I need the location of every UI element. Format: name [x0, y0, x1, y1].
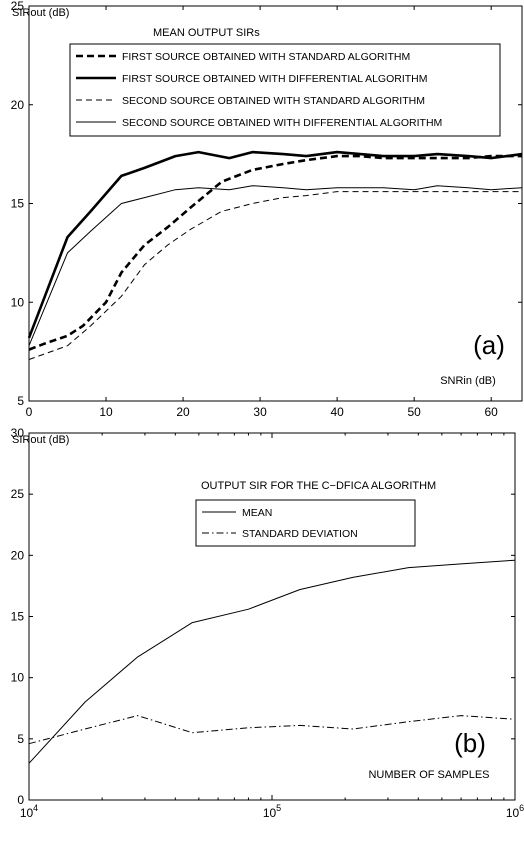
panel-a-legend-entry: SECOND SOURCE OBTAINED WITH DIFFERENTIAL…: [122, 117, 442, 129]
panel-a-ytick-label: 10: [11, 295, 25, 309]
panel-b-xtick-label: 104: [20, 803, 38, 820]
panel-b-ytick-label: 15: [11, 610, 25, 624]
panel-b-ytick-label: 25: [11, 487, 25, 501]
panel-a-legend-box: [69, 43, 501, 137]
panel-b-legend-entry: STANDARD DEVIATION: [242, 528, 358, 540]
panel-b-series-1-line: [28, 559, 516, 764]
panel-b: SIRout (dB) OUTPUT SIR FOR THE C−DFICA A…: [11, 426, 524, 820]
panel-a-xtick-label: 20: [176, 405, 190, 419]
panel-b-xtick-exponent: 5: [276, 803, 281, 813]
panel-b-xtick-label: 105: [263, 803, 281, 820]
panel-b-ytick-label: 20: [11, 548, 25, 562]
panel-a-xtick-label: 60: [485, 405, 499, 419]
panel-b-xlabel: NUMBER OF SAMPLES: [368, 769, 489, 781]
panel-b-ylabel: SIRout (dB): [12, 434, 69, 446]
panel-b-ytick-label: 10: [11, 671, 25, 685]
panel-b-xtick-label: 106: [506, 803, 524, 820]
panel-a-ylabel: SIRout (dB): [12, 7, 69, 19]
panel-b-xtick-exponent: 6: [519, 803, 524, 813]
panel-b-xtick-base: 10: [20, 806, 34, 820]
panel-a-legend-entry: FIRST SOURCE OBTAINED WITH DIFFERENTIAL …: [122, 73, 428, 85]
panel-b-series-2-line: [28, 715, 516, 745]
panel-b-xtick-base: 10: [263, 806, 277, 820]
panel-a-legend-entry: FIRST SOURCE OBTAINED WITH STANDARD ALGO…: [122, 51, 410, 63]
panel-a-label: (a): [473, 330, 505, 360]
panel-a-ytick-label: 15: [11, 197, 25, 211]
panel-a-xlabel: SNRin (dB): [440, 375, 496, 387]
panel-a-series-3-line: [28, 191, 522, 360]
panel-b-xtick-base: 10: [506, 806, 520, 820]
panel-b-legend-box: [195, 499, 416, 547]
panel-a-ytick-label: 25: [11, 0, 25, 13]
panel-a-series-4-line: [28, 185, 523, 346]
panel-b-ytick-label: 30: [11, 426, 25, 440]
panel-a-ytick-label: 5: [17, 394, 24, 408]
panel-b-xtick-exponent: 4: [33, 803, 38, 813]
panel-a-xtick-label: 10: [99, 405, 113, 419]
panel-b-legend-entry: MEAN: [242, 507, 272, 519]
panel-a-xtick-label: 30: [253, 405, 267, 419]
panel-b-ytick-label: 5: [17, 732, 24, 746]
panel-b-ytick-label: 0: [17, 793, 24, 807]
panel-b-label: (b): [454, 728, 486, 758]
panel-a-xtick-label: 50: [407, 405, 421, 419]
panel-a-xtick-label: 0: [26, 405, 33, 419]
panel-a-ytick-label: 20: [11, 98, 25, 112]
panel-a-series-1-line: [28, 154, 522, 351]
panel-a-legend-entry: SECOND SOURCE OBTAINED WITH STANDARD ALG…: [122, 95, 425, 107]
panel-a-title: MEAN OUTPUT SIRs: [153, 27, 260, 39]
panel-a: SIRout (dB) MEAN OUTPUT SIRs SNRin (dB) …: [11, 0, 523, 419]
panel-a-series-2-line: [27, 150, 523, 339]
panel-a-xtick-label: 40: [330, 405, 344, 419]
panel-b-title: OUTPUT SIR FOR THE C−DFICA ALGORITHM: [201, 480, 436, 492]
